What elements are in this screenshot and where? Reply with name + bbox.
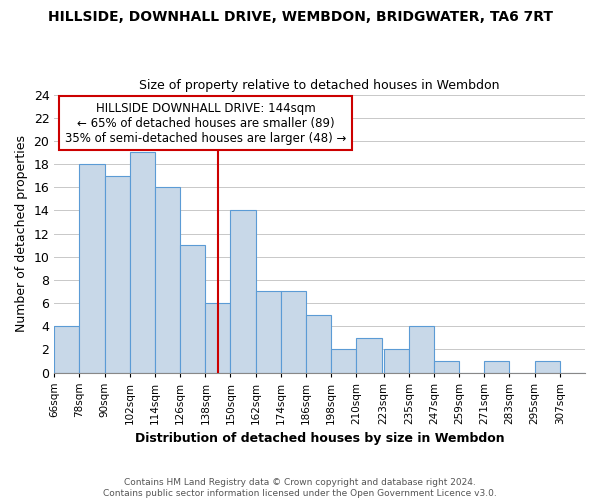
Bar xyxy=(356,338,382,372)
Text: HILLSIDE, DOWNHALL DRIVE, WEMBDON, BRIDGWATER, TA6 7RT: HILLSIDE, DOWNHALL DRIVE, WEMBDON, BRIDG… xyxy=(47,10,553,24)
Bar xyxy=(130,152,155,372)
Bar xyxy=(535,361,560,372)
Bar xyxy=(104,176,130,372)
Bar xyxy=(383,350,409,372)
Bar xyxy=(180,245,205,372)
Bar xyxy=(484,361,509,372)
Bar xyxy=(331,350,356,372)
Bar xyxy=(205,303,230,372)
Title: Size of property relative to detached houses in Wembdon: Size of property relative to detached ho… xyxy=(139,79,500,92)
X-axis label: Distribution of detached houses by size in Wembdon: Distribution of detached houses by size … xyxy=(135,432,505,445)
Bar xyxy=(256,292,281,372)
Y-axis label: Number of detached properties: Number of detached properties xyxy=(15,135,28,332)
Bar xyxy=(54,326,79,372)
Bar xyxy=(230,210,256,372)
Bar xyxy=(281,292,306,372)
Bar xyxy=(306,314,331,372)
Bar xyxy=(409,326,434,372)
Bar xyxy=(155,187,180,372)
Text: Contains HM Land Registry data © Crown copyright and database right 2024.
Contai: Contains HM Land Registry data © Crown c… xyxy=(103,478,497,498)
Bar xyxy=(434,361,459,372)
Bar xyxy=(79,164,104,372)
Text: HILLSIDE DOWNHALL DRIVE: 144sqm
← 65% of detached houses are smaller (89)
35% of: HILLSIDE DOWNHALL DRIVE: 144sqm ← 65% of… xyxy=(65,102,346,144)
